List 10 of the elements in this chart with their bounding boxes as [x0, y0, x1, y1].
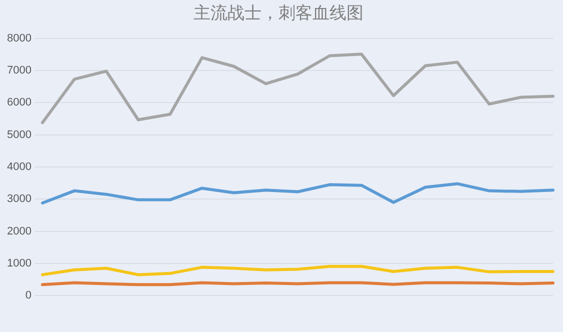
y-tick-label: 7000	[6, 64, 32, 77]
y-tick-label: 1000	[6, 257, 32, 270]
chart-title: 主流战士，刺客血线图	[194, 4, 364, 24]
y-tick-label: 3000	[6, 193, 32, 206]
y-tick-label: 0	[25, 290, 32, 302]
y-tick-label: 2000	[6, 225, 32, 238]
y-tick-label: 8000	[6, 32, 32, 44]
y-tick-label: 6000	[6, 96, 32, 109]
y-tick-label: 4000	[6, 161, 32, 174]
y-tick-label: 5000	[6, 128, 32, 141]
